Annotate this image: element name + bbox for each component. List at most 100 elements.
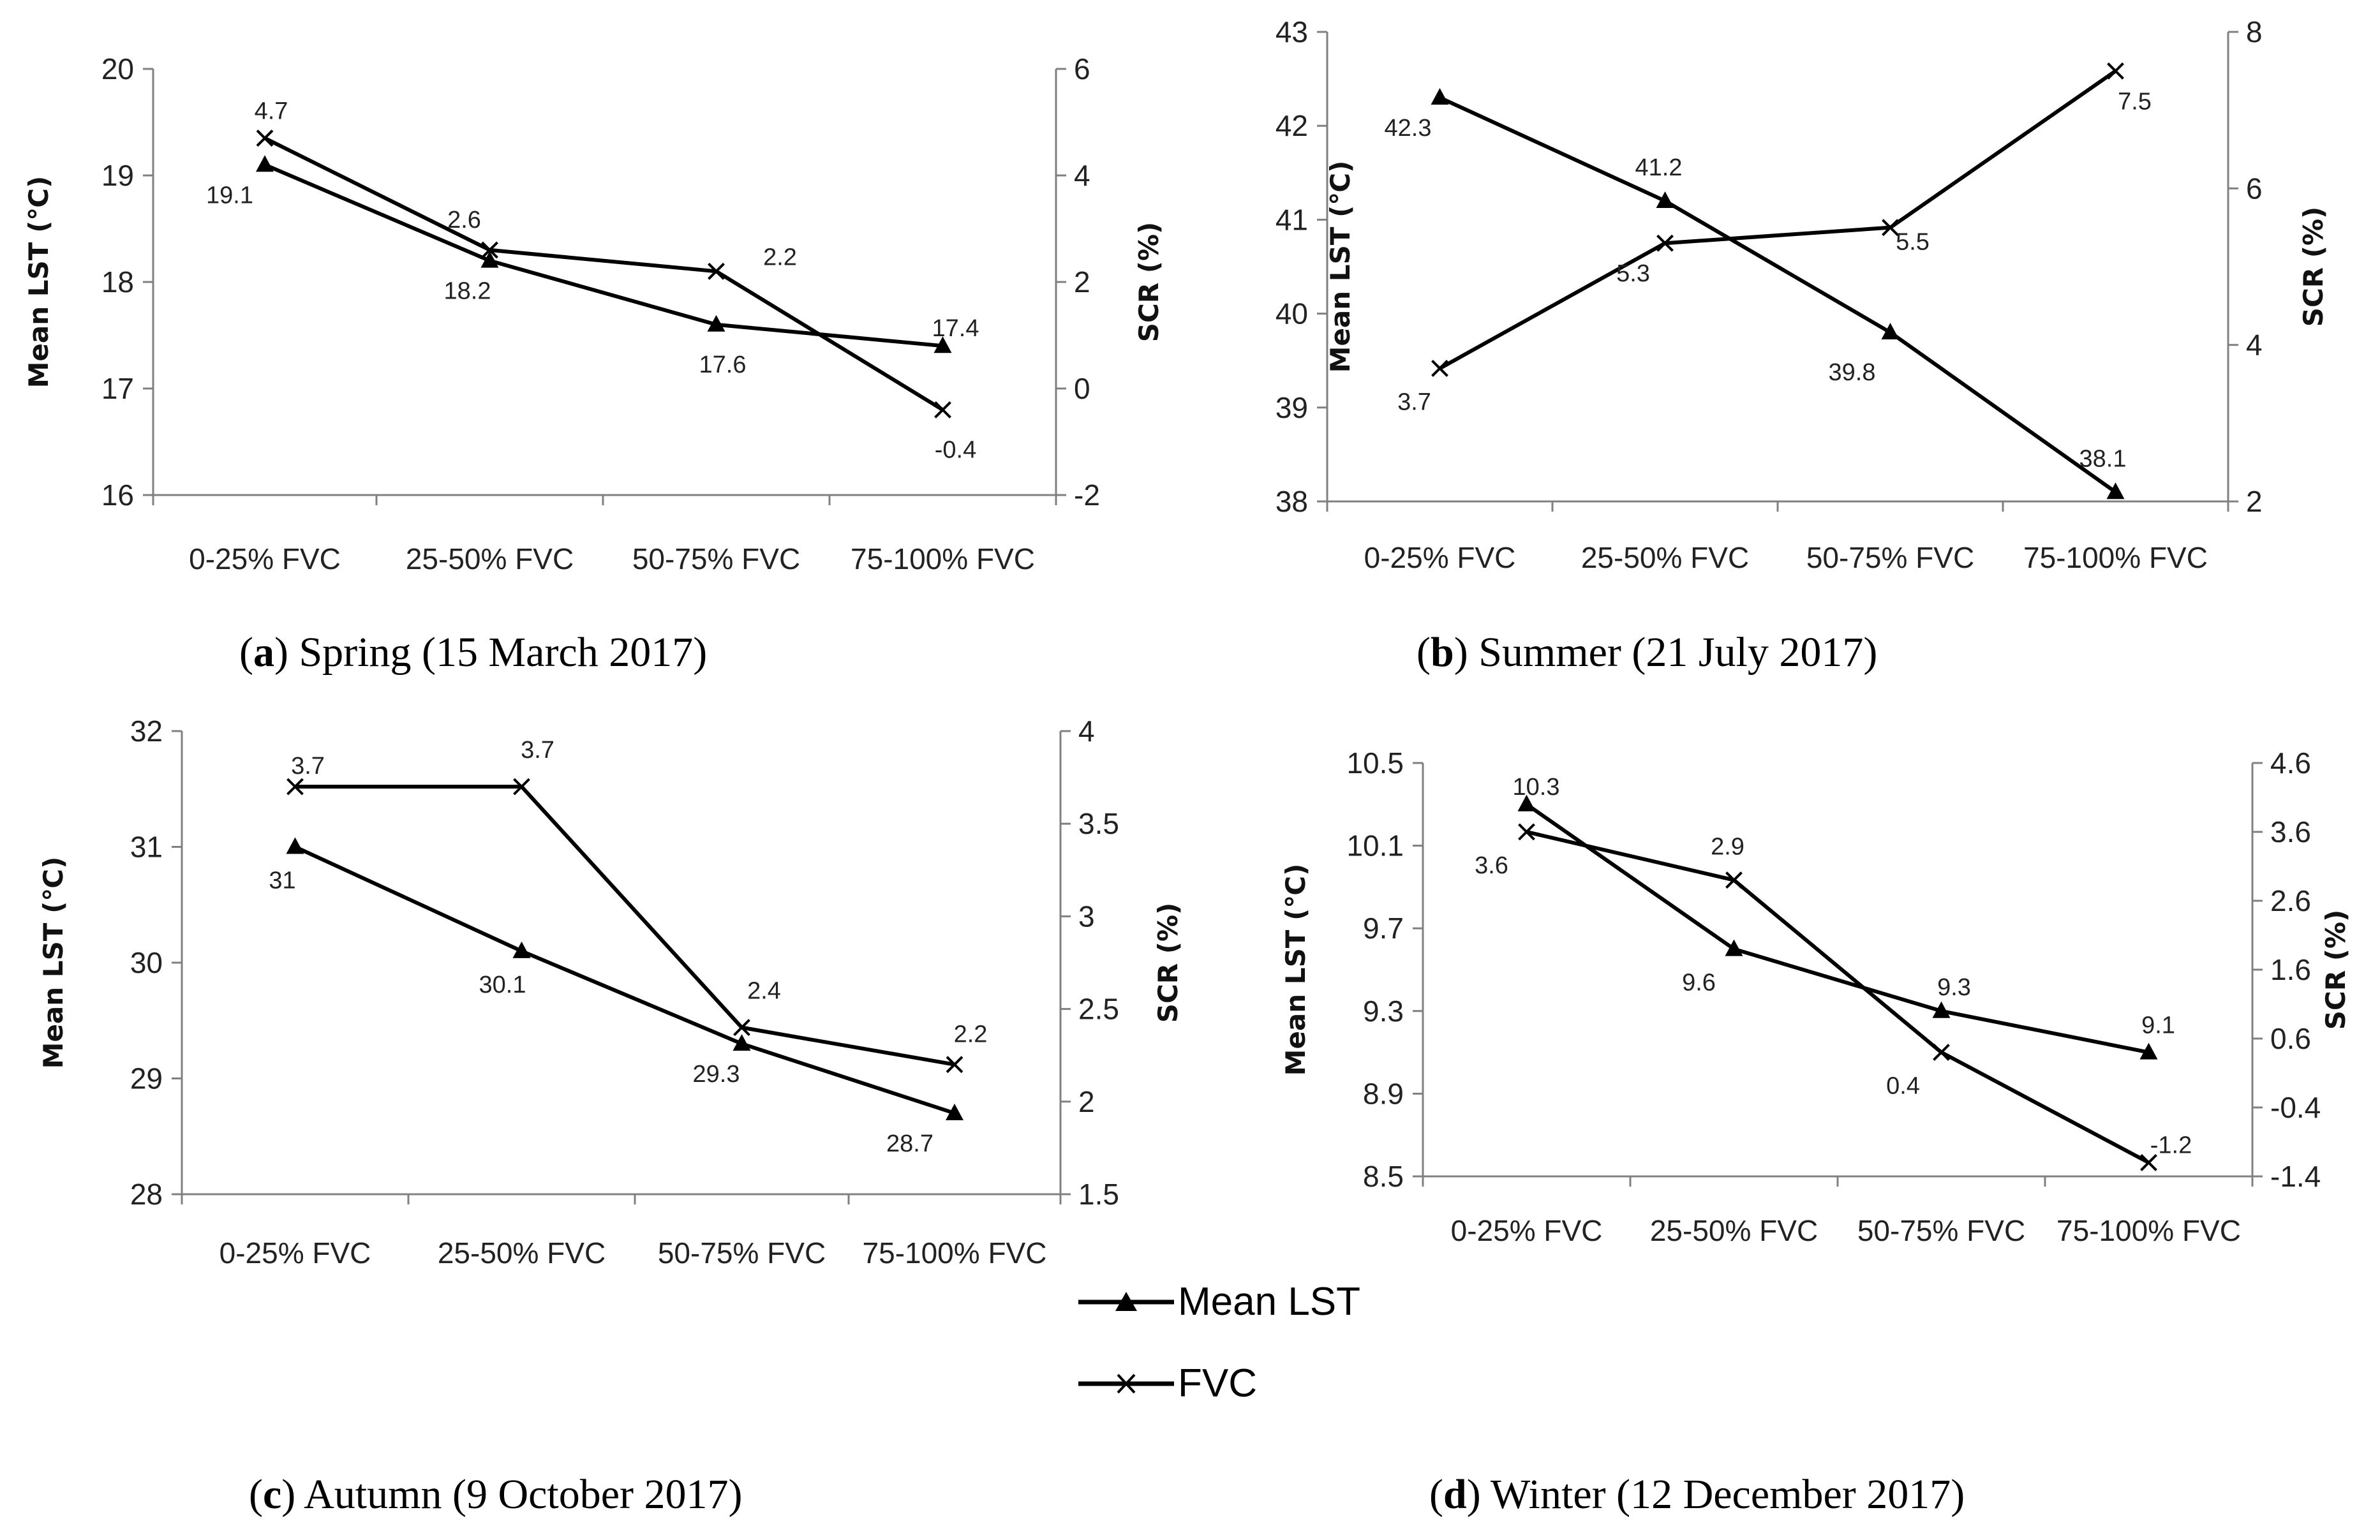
y2-tick-label: 0 [1074, 372, 1090, 405]
caption-letter: d [1443, 1471, 1467, 1518]
caption-d: (d) Winter (12 December 2017) [1429, 1471, 1965, 1518]
y2-axis-title: SCR (%) [2320, 910, 2351, 1030]
series-line-fvc [1526, 830, 2150, 1165]
x-category-label: 0-25% FVC [1451, 1214, 1603, 1247]
y-tick-label: 19 [101, 159, 134, 192]
y-tick-label: 10.1 [1346, 829, 1404, 863]
x-category-label: 50-75% FVC [632, 542, 800, 575]
x-category-label: 25-50% FVC [438, 1236, 606, 1270]
y2-tick-label: 3 [1078, 900, 1095, 933]
x-marker [1431, 360, 1448, 377]
x-category-label: 75-100% FVC [851, 542, 1035, 575]
x-category-label: 75-100% FVC [2056, 1214, 2241, 1247]
y-tick-label: 32 [130, 714, 163, 748]
data-label: 17.6 [699, 352, 747, 378]
triangle-marker [707, 315, 725, 332]
y2-tick-label: 2 [1078, 1085, 1095, 1118]
x-category-label: 25-50% FVC [1650, 1214, 1818, 1247]
chart-panel-d: 10.5 10.1 9.7 9.3 8.9 8.5 4.6 3.6 2.6 1.6 0.6 -0.4 -… [1280, 746, 2351, 1247]
y2-tick-label: 2.6 [2270, 884, 2311, 917]
data-label: 31 [269, 868, 295, 894]
y-tick-label: 8.5 [1363, 1160, 1404, 1193]
x-marker [1933, 1044, 1950, 1062]
data-label: 38.1 [2079, 445, 2127, 472]
y-tick-label: 42 [1276, 109, 1308, 142]
triangle-marker [256, 155, 274, 172]
triangle-marker [1725, 939, 1743, 956]
y-tick-label: 30 [130, 946, 163, 979]
x-marker [2107, 62, 2124, 80]
y2-tick-label: 1.6 [2270, 953, 2311, 986]
y-tick-label: 16 [101, 478, 134, 512]
y-tick-label: 29 [130, 1062, 163, 1095]
x-marker [1518, 823, 1535, 841]
y-tick-label: 39 [1276, 391, 1308, 424]
data-label: 9.6 [1682, 970, 1716, 996]
caption-text: Spring (15 March 2017) [288, 629, 708, 676]
data-label: 2.2 [763, 244, 797, 270]
y-axis-title: Mean LST (℃) [23, 176, 54, 389]
x-category-label: 50-75% FVC [1857, 1214, 2025, 1247]
data-label: 5.3 [1616, 260, 1650, 287]
caption-letter: c [262, 1471, 282, 1518]
series-line-mean-lst [294, 845, 955, 1115]
y-tick-label: 28 [130, 1178, 163, 1211]
y-tick-label: 8.9 [1363, 1077, 1404, 1110]
y-tick-label: 10.5 [1346, 746, 1404, 780]
x-category-label: 25-50% FVC [406, 542, 574, 575]
x-marker [1656, 234, 1674, 252]
y-tick-label: 41 [1276, 203, 1308, 236]
y2-axis-title: SCR (%) [1133, 222, 1164, 343]
data-label: 18.2 [444, 278, 491, 305]
y-axis-title: Mean LST (℃) [1325, 161, 1356, 373]
x-marker [256, 130, 274, 147]
triangle-marker [1881, 323, 1900, 340]
y2-tick-label: 0.6 [2270, 1022, 2311, 1055]
y2-tick-label: 6 [1074, 52, 1090, 85]
data-label: 3.6 [1475, 852, 1508, 879]
data-label: 41.2 [1635, 154, 1683, 181]
data-label: 39.8 [1829, 359, 1876, 386]
y2-tick-label: 4 [2246, 329, 2263, 362]
y-tick-label: 20 [101, 52, 134, 85]
y2-tick-label: 4 [1074, 159, 1090, 192]
caption-letter: a [253, 629, 274, 676]
y2-tick-label: 4 [1078, 714, 1095, 748]
x-marker [513, 778, 530, 796]
triangle-marker [480, 251, 499, 268]
x-category-label: 0-25% FVC [189, 542, 341, 575]
x-marker [708, 262, 725, 280]
series-line-mean-lst [1525, 803, 2150, 1055]
caption-b: (b) Summer (21 July 2017) [1417, 629, 1878, 676]
triangle-marker [2139, 1042, 2158, 1060]
x-marker [934, 401, 951, 418]
data-label: 2.6 [447, 207, 481, 233]
data-label: 28.7 [886, 1130, 933, 1157]
series-line-fvc [1439, 69, 2117, 371]
y-tick-label: 18 [101, 265, 134, 299]
x-category-label: 25-50% FVC [1581, 541, 1749, 574]
triangle-marker-icon [1078, 1291, 1174, 1311]
triangle-marker [733, 1034, 751, 1051]
legend-label-mean-lst: Mean LST [1178, 1280, 1361, 1324]
x-category-label: 75-100% FVC [2023, 541, 2208, 574]
x-marker [946, 1056, 963, 1074]
data-label: 3.7 [291, 753, 325, 780]
y2-tick-label: -0.4 [2270, 1091, 2321, 1124]
x-marker [286, 778, 304, 796]
caption-text: Summer (21 July 2017) [1468, 629, 1878, 676]
data-label: 5.5 [1896, 229, 1930, 256]
triangle-marker [286, 837, 304, 854]
series-line-fvc [295, 785, 955, 1067]
data-label: 2.4 [747, 978, 781, 1005]
triangle-marker [1656, 191, 1674, 208]
triangle-marker [512, 941, 531, 958]
data-label: 9.1 [2141, 1012, 2175, 1039]
y-tick-label: 43 [1276, 15, 1308, 48]
triangle-marker [946, 1103, 963, 1120]
x-marker [1882, 219, 1899, 237]
y2-tick-label: 2 [1074, 265, 1090, 299]
caption-letter: b [1430, 629, 1454, 676]
caption-text: Autumn (9 October 2017) [295, 1471, 743, 1518]
